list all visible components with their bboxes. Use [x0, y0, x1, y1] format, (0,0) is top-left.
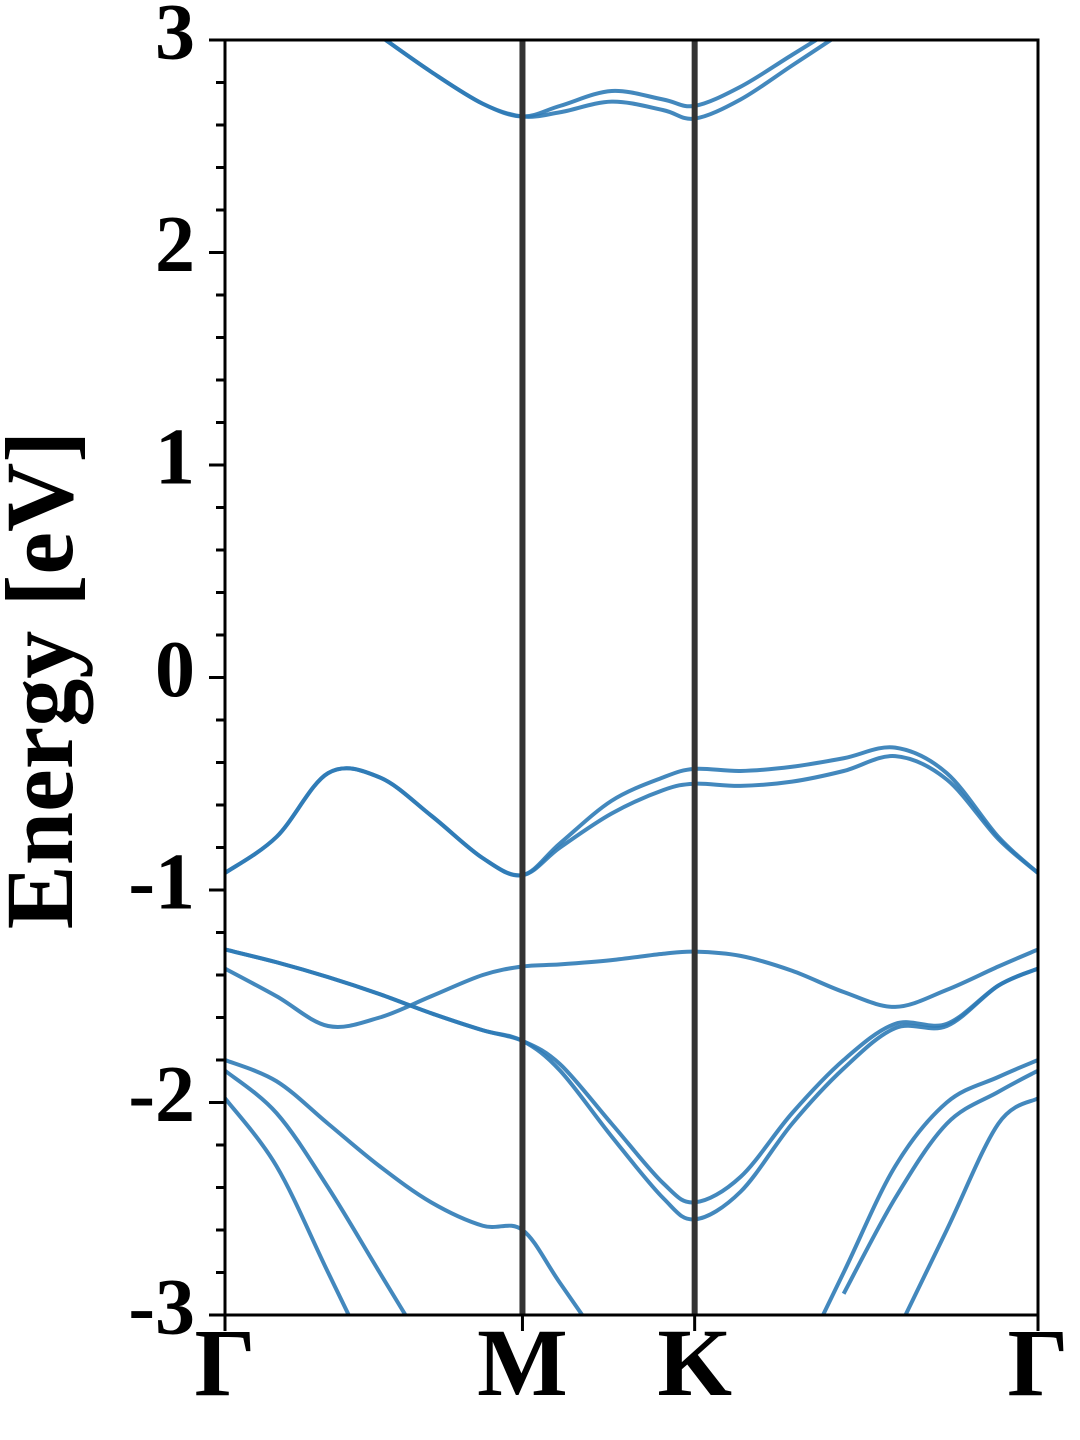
x-tick-label: Γ: [1007, 1309, 1068, 1416]
band: [382, 40, 835, 121]
y-axis-label: Energy [eV]: [0, 431, 93, 930]
y-tick-label: 0: [155, 626, 195, 714]
plot-frame: [223, 38, 1040, 1317]
y-tick-label: 1: [155, 413, 195, 501]
band: [225, 1058, 1038, 1315]
band: [225, 947, 1038, 1029]
x-tick-label: M: [477, 1309, 568, 1416]
band: [225, 947, 1038, 1222]
band: [225, 754, 1038, 878]
y-tick-label: 3: [155, 0, 195, 76]
band: [225, 1096, 1038, 1315]
y-tick-label: -2: [128, 1051, 195, 1139]
x-tick-label: K: [657, 1309, 732, 1416]
bands: [225, 40, 1038, 1315]
x-tick-label: Γ: [194, 1309, 255, 1416]
y-tick-label: 2: [155, 201, 195, 289]
band: [225, 1068, 1038, 1315]
y-tick-label: -1: [128, 838, 195, 926]
y-tick-label: -3: [128, 1263, 195, 1351]
